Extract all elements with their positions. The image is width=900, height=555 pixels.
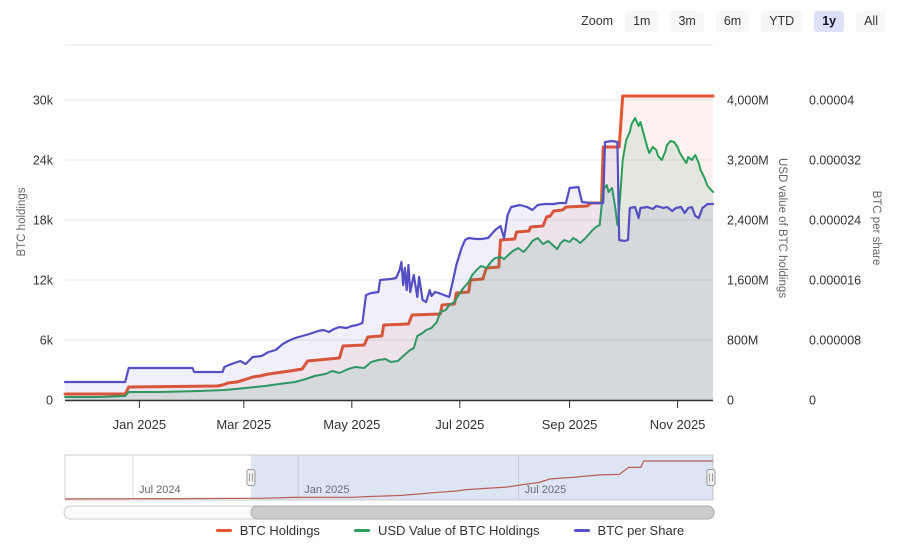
y-axis-label-share: 0.000008: [809, 334, 861, 348]
legend-label: USD Value of BTC Holdings: [377, 523, 540, 538]
x-axis-label: Jul 2025: [435, 417, 484, 432]
x-axis-label: Sep 2025: [542, 417, 598, 432]
axis-title-btc-holdings: BTC holdings: [16, 187, 28, 257]
navigator-handle-grip: [706, 469, 716, 486]
navigator-axis-label: Jul 2025: [525, 484, 567, 496]
y-axis-label-usd: 800M: [727, 334, 758, 348]
legend-line-icon: [215, 529, 232, 532]
legend-item-btc-per-share[interactable]: BTC per Share: [573, 523, 685, 538]
legend-item-btc-holdings[interactable]: BTC Holdings: [215, 523, 320, 538]
y-axis-label-usd: 1,600M: [727, 274, 769, 288]
axis-title-usd-value: USD value of BTC holdings: [776, 158, 788, 298]
zoom-range-button-1m[interactable]: 1m: [625, 11, 659, 32]
legend-line-icon: [573, 529, 590, 532]
series-area-3: [65, 141, 713, 400]
y-axis-label-left: 30k: [33, 94, 54, 108]
y-axis-label-share: 0.00004: [809, 94, 854, 108]
zoom-label: Zoom: [581, 14, 614, 29]
y-axis-label-left: 12k: [33, 274, 54, 288]
y-axis-label-usd: 3,200M: [727, 154, 769, 168]
axis-title-btc-per-share: BTC per share: [870, 190, 882, 266]
navigator-axis-label: Jul 2024: [139, 484, 181, 496]
y-axis-label-usd: 2,400M: [727, 214, 769, 228]
zoom-range-button-6m[interactable]: 6m: [715, 11, 750, 32]
x-axis-label: May 2025: [323, 417, 380, 432]
legend-label: BTC per Share: [597, 523, 685, 538]
y-axis-label-share: 0.000016: [809, 274, 861, 288]
legend-label: BTC Holdings: [239, 523, 320, 538]
y-axis-label-left: 18k: [33, 214, 54, 228]
y-axis-label-left: 6k: [40, 334, 54, 348]
navigator-axis-label: Jan 2025: [304, 484, 349, 496]
legend: BTC Holdings USD Value of BTC Holdings B…: [0, 523, 900, 538]
zoom-range-button-all[interactable]: All: [856, 11, 886, 32]
navigator-handle-right[interactable]: [706, 469, 716, 486]
series-area-1: [65, 96, 713, 400]
zoom-range-bar: Zoom 1m 3m 6m YTD 1y All: [581, 11, 886, 32]
legend-line-icon: [353, 529, 370, 532]
legend-item-usd-value[interactable]: USD Value of BTC Holdings: [353, 523, 540, 538]
zoom-range-button-1y[interactable]: 1y: [814, 11, 845, 32]
scrollbar-thumb[interactable]: [250, 505, 715, 520]
y-axis-label-share: 0: [809, 394, 816, 408]
navigator-handle-left[interactable]: [246, 469, 256, 486]
y-axis-label-left: 24k: [33, 154, 54, 168]
y-axis-label-usd: 4,000M: [727, 94, 769, 108]
series-line-3: [63, 139, 715, 384]
y-axis-label-left: 0: [46, 394, 53, 408]
x-axis-label: Jan 2025: [113, 417, 167, 432]
x-axis-label: Mar 2025: [216, 417, 271, 432]
zoom-range-button-3m[interactable]: 3m: [670, 11, 704, 32]
y-axis-label-share: 0.000024: [809, 214, 861, 228]
series-area-2: [65, 118, 713, 400]
chart-plot-area[interactable]: [65, 45, 713, 400]
navigator-selected-region[interactable]: [250, 455, 713, 500]
y-axis-label-share: 0.000032: [809, 154, 861, 168]
series-line-2: [64, 117, 714, 398]
navigator-series-line: [64, 460, 713, 500]
navigator-handle-grip: [246, 469, 256, 486]
series-line-1: [63, 94, 715, 396]
x-axis-label: Nov 2025: [650, 417, 706, 432]
y-axis-label-usd: 0: [727, 394, 734, 408]
zoom-range-button-ytd[interactable]: YTD: [761, 11, 803, 32]
